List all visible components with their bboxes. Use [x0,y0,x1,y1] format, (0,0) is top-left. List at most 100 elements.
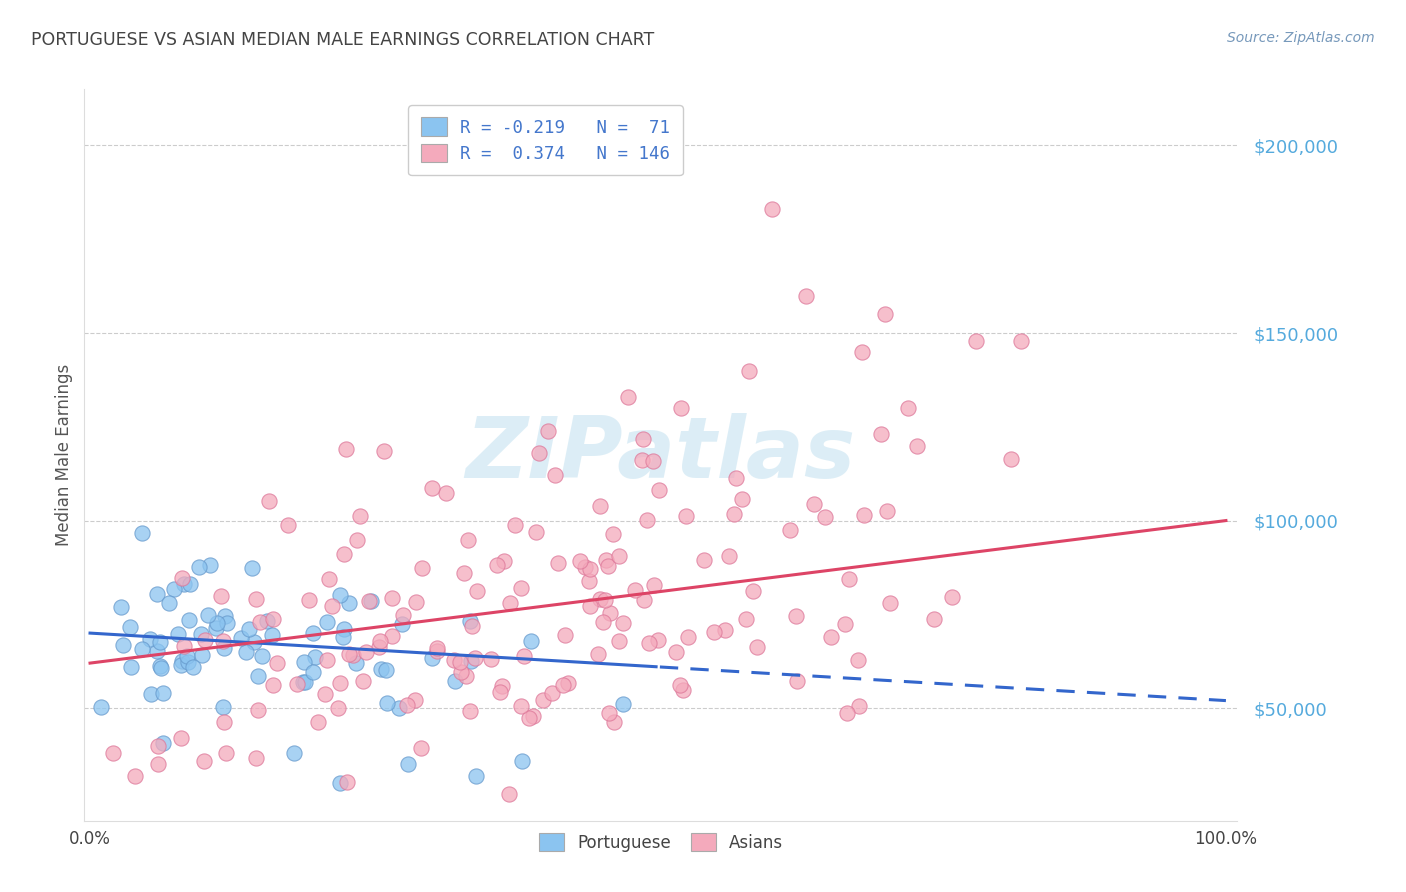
Point [194,632,217,647]
Point [517,711,540,725]
Point [152,735,174,749]
Point [374,663,396,677]
Point [675,509,697,524]
Point [965,334,987,348]
Point [177,656,200,670]
Point [187,560,209,574]
Point [498,787,520,801]
Point [592,615,614,629]
Point [531,693,554,707]
Point [631,453,654,467]
Point [205,621,228,635]
Point [851,344,873,359]
Point [131,526,153,541]
Point [853,508,876,522]
Point [245,591,267,606]
Point [229,631,252,645]
Point [111,638,134,652]
Point [599,606,621,620]
Point [785,608,807,623]
Point [318,572,340,586]
Point [352,674,374,689]
Point [205,615,228,630]
Point [163,582,186,596]
Point [731,492,754,507]
Point [212,641,235,656]
Point [464,651,486,665]
Point [172,654,194,668]
Point [489,684,512,698]
Point [131,641,153,656]
Point [193,754,215,768]
Point [257,494,280,508]
Point [735,612,758,626]
Legend: Portuguese, Asians: Portuguese, Asians [530,824,792,860]
Point [638,636,661,650]
Point [388,700,411,714]
Point [172,571,194,585]
Point [551,678,574,692]
Point [465,583,488,598]
Point [238,622,260,636]
Point [723,507,745,521]
Point [554,628,576,642]
Point [304,649,326,664]
Point [357,593,380,607]
Point [138,632,160,647]
Point [373,444,395,458]
Point [370,662,392,676]
Point [426,640,449,655]
Point [672,683,695,698]
Point [714,624,737,638]
Point [176,649,198,664]
Point [329,776,352,790]
Point [443,673,465,688]
Point [589,499,612,513]
Point [110,599,132,614]
Point [411,561,433,575]
Point [409,740,432,755]
Point [779,524,801,538]
Point [420,481,443,495]
Text: Source: ZipAtlas.com: Source: ZipAtlas.com [1227,31,1375,45]
Point [360,593,382,607]
Point [602,527,624,541]
Point [391,617,413,632]
Point [607,549,630,563]
Point [326,700,349,714]
Point [292,655,315,669]
Point [170,658,193,673]
Point [367,640,389,654]
Point [479,652,502,666]
Point [648,483,671,498]
Point [922,612,945,626]
Point [283,746,305,760]
Point [593,593,616,607]
Point [329,676,352,690]
Point [557,675,579,690]
Point [458,614,481,628]
Point [346,533,368,547]
Point [335,442,357,457]
Point [250,649,273,664]
Point [179,577,201,591]
Point [211,589,233,603]
Point [434,485,457,500]
Point [212,699,235,714]
Point [485,558,508,572]
Point [612,698,634,712]
Point [249,615,271,629]
Point [703,624,725,639]
Point [499,596,522,610]
Point [520,633,543,648]
Text: ZIPatlas: ZIPatlas [465,413,856,497]
Point [294,674,316,689]
Point [148,739,170,753]
Point [285,677,308,691]
Point [631,432,654,446]
Point [586,647,609,661]
Point [235,645,257,659]
Point [150,661,173,675]
Point [794,288,817,302]
Point [838,572,860,586]
